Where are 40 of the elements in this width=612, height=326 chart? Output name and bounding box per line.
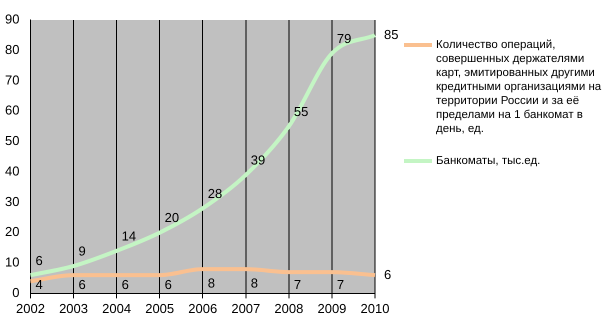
y-tick-label: 40 (4, 163, 20, 178)
y-tick-label: 20 (4, 224, 20, 240)
y-tick-label: 70 (4, 72, 20, 88)
data-label: 6 (122, 276, 129, 292)
data-label: 14 (122, 228, 136, 244)
data-label: 9 (78, 244, 86, 259)
y-tick-label: 30 (4, 194, 20, 209)
data-label: 6 (164, 276, 172, 292)
y-tick-label: 80 (4, 42, 20, 57)
y-tick-label: 50 (4, 133, 20, 148)
x-tick-label: 2010 (360, 300, 390, 316)
data-label: 8 (208, 276, 215, 291)
data-label: 8 (250, 276, 258, 291)
data-label: 55 (294, 104, 308, 119)
x-tick-label: 2006 (188, 300, 218, 316)
data-label: 6 (384, 266, 392, 282)
legend-label: Количество операций, совершенных держателями карт, эмитированных другими кредитными организациями на территории России и за её пределами на 1 банкомат в день, ед. (436, 38, 602, 136)
x-tick-label: 2004 (102, 300, 132, 316)
legend-label: Банкоматы, тыс.ед. (436, 154, 540, 168)
data-label: 7 (294, 276, 302, 292)
data-label: 85 (384, 26, 398, 42)
line-series (28, 33, 377, 278)
x-tick-label: 2008 (274, 300, 304, 316)
y-tick-label: 90 (4, 12, 20, 27)
data-label: 6 (78, 276, 86, 292)
y-tick-label: 0 (12, 284, 20, 300)
x-tick-label: 2009 (317, 300, 346, 316)
y-tick-label: 60 (4, 102, 20, 118)
y-tick-label: 10 (4, 254, 20, 270)
x-tick-label: 2005 (145, 300, 174, 316)
data-label: 28 (208, 186, 222, 201)
data-label: 7 (336, 276, 344, 292)
data-label: 4 (35, 276, 43, 292)
data-label: 79 (336, 30, 352, 46)
x-tick-label: 2003 (59, 300, 88, 316)
data-label: 39 (250, 152, 266, 168)
x-tick-label: 2007 (231, 300, 260, 316)
x-tick-label: 2002 (16, 300, 45, 316)
data-label: 6 (35, 252, 43, 268)
data-label: 20 (164, 210, 180, 226)
